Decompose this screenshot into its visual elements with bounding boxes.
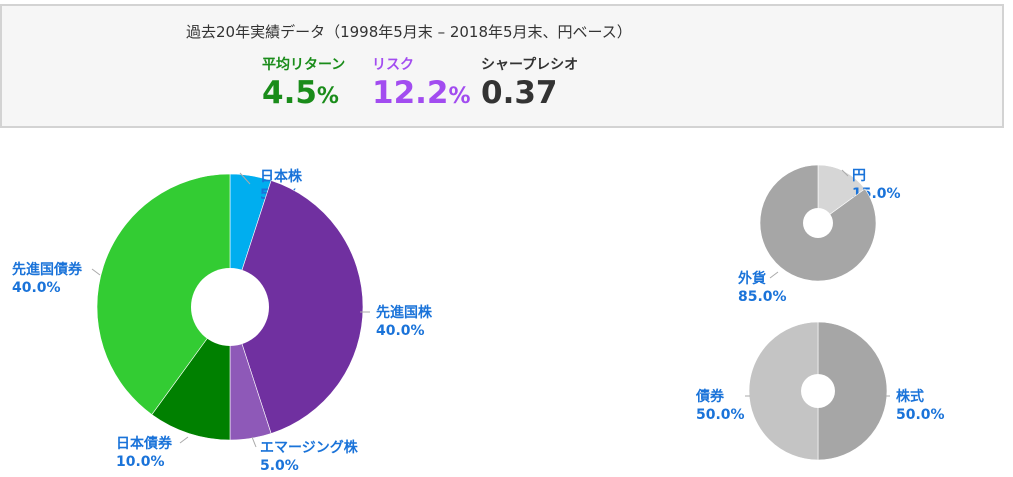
leader-line xyxy=(769,271,779,279)
leader-line xyxy=(239,172,251,185)
summary-title: 過去20年実績データ（1998年5月末 – 2018年5月末、円ベース） xyxy=(186,23,632,41)
donut-hole xyxy=(191,268,269,346)
slice-label: 債券 xyxy=(695,388,725,405)
pie-slice xyxy=(817,321,888,461)
slice-label: 日本債券 xyxy=(116,435,173,452)
pie-slice xyxy=(229,180,364,434)
slice-value-label: 40.0% xyxy=(376,323,425,339)
return-metric: 平均リターン 4.5% xyxy=(262,54,345,116)
donut-chart-3: 株式 50.0% 債券 50.0% xyxy=(695,321,945,461)
return-unit: % xyxy=(316,84,339,109)
risk-value: 12.2% xyxy=(372,74,471,116)
slice-value-label: 50.0% xyxy=(696,407,745,423)
sharpe-label: シャープレシオ xyxy=(481,57,579,73)
slice-value-label: 5.0% xyxy=(260,458,299,474)
return-number: 4.5 xyxy=(262,75,317,111)
risk-metric: リスク 12.2% xyxy=(372,54,471,116)
sharpe-metric: シャープレシオ 0.37 xyxy=(481,54,578,112)
slice-value-label: 10.0% xyxy=(116,454,165,470)
summary-panel xyxy=(0,4,1004,128)
slice-label: 日本株 xyxy=(260,168,303,185)
donut-hole xyxy=(803,208,833,238)
leader-line xyxy=(251,436,257,448)
slice-label: 外貨 xyxy=(738,270,766,287)
leader-line xyxy=(841,169,849,177)
donut-chart-1: 日本株5.0%先進国株40.0%エマージング株5.0%日本債券10.0%先進国債… xyxy=(12,168,433,474)
leader-line xyxy=(91,268,101,276)
slice-label: 先進国株 xyxy=(376,304,433,321)
slice-label: エマージング株 xyxy=(260,439,359,456)
slice-value-label: 50.0% xyxy=(896,407,945,423)
risk-unit: % xyxy=(448,84,471,109)
slice-value-label: 85.0% xyxy=(738,289,787,305)
slice-label: 先進国債券 xyxy=(12,261,83,278)
pie-slice xyxy=(748,321,819,461)
slice-value-label: 40.0% xyxy=(12,280,61,296)
pie-slice xyxy=(96,173,231,416)
leader-line xyxy=(179,436,189,444)
slice-label: 円 xyxy=(852,168,866,184)
slice-label: 株式 xyxy=(896,388,924,405)
risk-number: 12.2 xyxy=(372,75,449,111)
pie-slice xyxy=(817,164,866,224)
return-value: 4.5% xyxy=(262,74,345,116)
donut-hole xyxy=(801,374,835,408)
risk-label: リスク xyxy=(372,57,414,73)
sharpe-value: 0.37 xyxy=(481,75,558,111)
return-label: 平均リターン xyxy=(262,57,346,73)
